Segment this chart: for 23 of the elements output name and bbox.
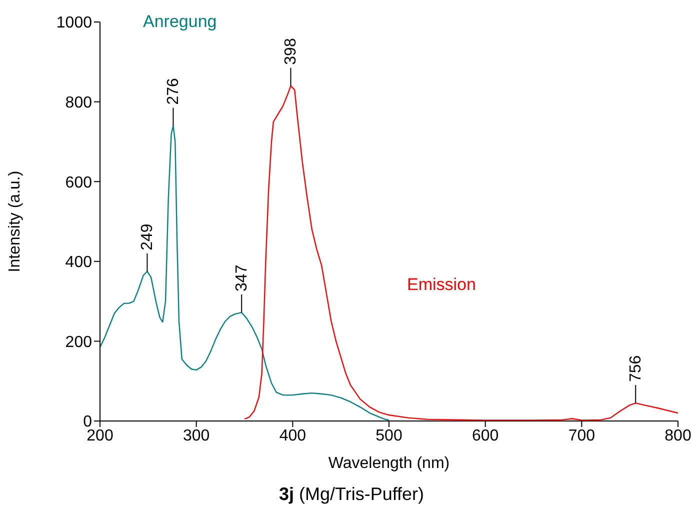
y-tick-label: 1000 — [56, 14, 92, 32]
annotation: 398 — [282, 38, 300, 65]
x-tick-label: 800 — [664, 427, 692, 444]
annotation: 756 — [628, 355, 645, 382]
text: 3j (Mg/Tris-Puffer) — [278, 484, 426, 505]
x-tick-label: 600 — [472, 427, 499, 444]
x-axis-title: Wavelength (nm) — [328, 455, 450, 472]
y-tick-label: 800 — [65, 94, 92, 112]
x-tick-label: 500 — [376, 427, 402, 444]
x-tick-label: 300 — [182, 427, 210, 444]
annotation: 347 — [234, 264, 251, 292]
line-series — [100, 125, 390, 421]
y-tick-label: 600 — [65, 174, 92, 192]
annotation: 276 — [165, 78, 182, 105]
annotation: 249 — [139, 224, 156, 250]
y-axis-title: Intensity (a.u.) — [6, 170, 24, 272]
y-tick-label: 200 — [65, 334, 92, 351]
text: Anregung — [143, 12, 217, 32]
y-tick-label: 400 — [65, 254, 92, 272]
x-tick-label: 700 — [568, 427, 596, 444]
x-tick-label: 400 — [279, 427, 306, 444]
text: Emission — [407, 275, 476, 295]
x-tick-label: 200 — [86, 427, 114, 444]
